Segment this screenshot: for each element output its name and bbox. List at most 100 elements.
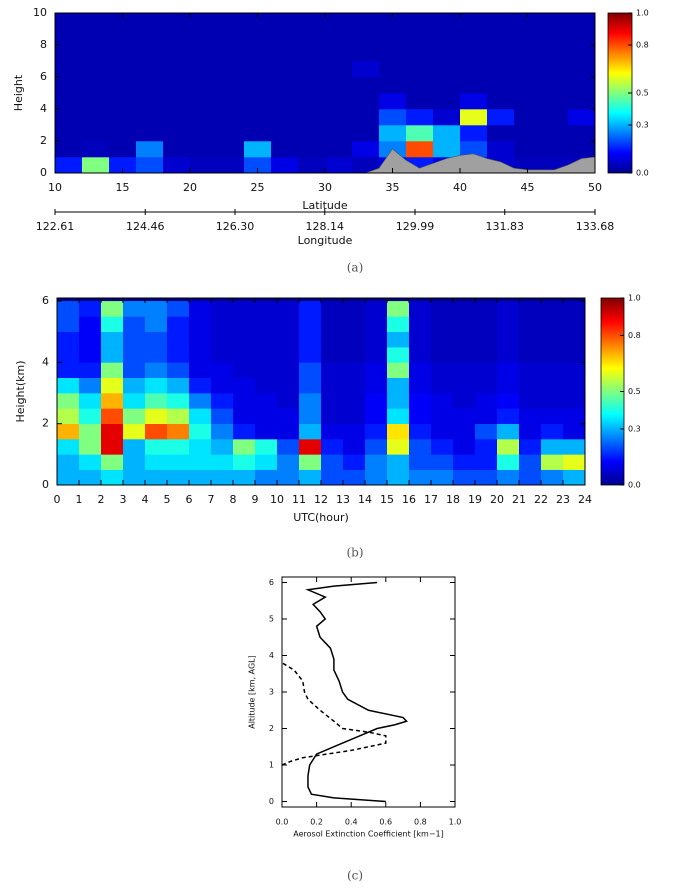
heat-cell — [101, 423, 124, 440]
heat-cell — [57, 301, 80, 317]
heat-cell — [101, 377, 124, 394]
x2-tick-label: 126.30 — [216, 220, 255, 233]
heat-cell — [233, 362, 256, 379]
heat-cell — [409, 454, 432, 470]
x-tick-label: 14 — [358, 493, 372, 506]
heat-cell — [298, 157, 326, 174]
heat-cell — [211, 362, 234, 379]
heat-cell — [82, 61, 110, 78]
heat-cell — [343, 301, 366, 317]
heat-cell — [244, 93, 272, 110]
heat-cell — [541, 316, 564, 333]
heat-cell — [190, 109, 218, 126]
heat-cell — [211, 393, 234, 409]
heat-cell — [217, 13, 245, 30]
heat-cell — [299, 469, 322, 486]
heat-cell — [57, 408, 80, 424]
y-tick-label: 4 — [42, 355, 49, 368]
heat-cell — [109, 93, 137, 110]
heat-cell — [55, 77, 83, 94]
heat-cell — [343, 347, 366, 363]
heat-cell — [79, 469, 102, 486]
heat-cell — [519, 408, 542, 424]
x-tick-label: 45 — [521, 181, 535, 194]
heat-cell — [453, 362, 476, 379]
heat-cell — [82, 141, 110, 158]
heat-cell — [352, 13, 380, 30]
heat-cell — [123, 423, 146, 440]
heat-cell — [244, 45, 272, 62]
heat-cell — [431, 454, 454, 470]
heat-cell — [298, 109, 326, 126]
heat-cell — [255, 408, 278, 424]
heat-cell — [255, 454, 278, 470]
heat-cell — [244, 61, 272, 78]
heat-cell — [568, 45, 596, 62]
heat-cell — [167, 469, 190, 486]
heat-cell — [57, 362, 80, 379]
x-tick-label: 11 — [292, 493, 306, 506]
heat-cell — [514, 61, 542, 78]
y-tick-label: 6 — [40, 70, 47, 83]
heat-cell — [475, 316, 498, 333]
heat-cell — [514, 29, 542, 46]
heat-cell — [343, 439, 366, 455]
heat-cell — [299, 408, 322, 424]
heat-cell — [433, 29, 461, 46]
y-tick-label: 10 — [33, 6, 47, 19]
x-tick-label: 15 — [380, 493, 394, 506]
colorbar-tick-label: 0.8 — [628, 331, 641, 340]
heat-cell — [541, 93, 569, 110]
heat-cell — [136, 141, 164, 158]
heat-cell — [298, 29, 326, 46]
colorbar-tick-label: 0.0 — [628, 481, 641, 490]
heat-cell — [406, 29, 434, 46]
heat-cell — [255, 469, 278, 486]
heat-cell — [82, 13, 110, 30]
heat-cell — [299, 439, 322, 455]
heat-cell — [79, 301, 102, 317]
heat-cell — [271, 157, 299, 174]
heat-cell — [189, 347, 212, 363]
heat-cell — [321, 469, 344, 486]
heat-cell — [325, 125, 353, 142]
heat-cell — [568, 109, 596, 126]
heat-cell — [460, 29, 488, 46]
heat-cell — [217, 93, 245, 110]
heat-cell — [299, 393, 322, 409]
heat-cell — [145, 408, 168, 424]
heat-cell — [298, 61, 326, 78]
x-tick-label: 25 — [251, 181, 265, 194]
y-tick-label: 2 — [42, 417, 49, 430]
heat-cell — [163, 13, 191, 30]
heat-cell — [409, 393, 432, 409]
profile-line — [305, 581, 408, 803]
heat-cell — [325, 13, 353, 30]
heat-cell — [189, 393, 212, 409]
heat-cell — [255, 331, 278, 348]
heat-cell — [343, 362, 366, 379]
heat-cell — [487, 93, 515, 110]
heat-cell — [57, 393, 80, 409]
heat-cell — [233, 393, 256, 409]
heat-cell — [406, 93, 434, 110]
heat-cell — [211, 377, 234, 394]
heat-cell — [497, 362, 520, 379]
heat-cell — [167, 362, 190, 379]
heat-cell — [433, 77, 461, 94]
heat-cell — [55, 109, 83, 126]
heat-cell — [365, 377, 388, 394]
heat-cell — [497, 408, 520, 424]
heat-cell — [409, 408, 432, 424]
heat-cell — [475, 301, 498, 317]
heat-cell — [79, 331, 102, 348]
heat-cell — [409, 469, 432, 486]
heat-cell — [433, 61, 461, 78]
heat-cell — [431, 331, 454, 348]
heat-cell — [519, 331, 542, 348]
heat-cell — [189, 301, 212, 317]
heat-cell — [233, 439, 256, 455]
heat-cell — [487, 77, 515, 94]
heat-cell — [475, 347, 498, 363]
x-tick-label: 0.0 — [276, 818, 289, 827]
